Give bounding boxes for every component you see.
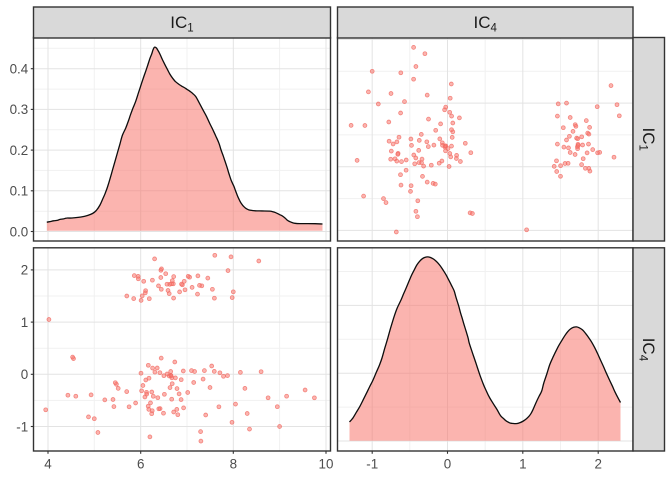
svg-text:-1: -1 — [16, 419, 28, 434]
svg-text:0: 0 — [21, 367, 28, 382]
svg-text:2: 2 — [21, 263, 28, 278]
svg-text:1: 1 — [519, 457, 526, 472]
svg-text:0.0: 0.0 — [10, 224, 29, 239]
svg-text:0: 0 — [444, 457, 451, 472]
svg-text:0.3: 0.3 — [10, 102, 29, 117]
svg-text:0.1: 0.1 — [10, 184, 29, 199]
svg-text:4: 4 — [44, 457, 52, 472]
svg-text:0.4: 0.4 — [10, 62, 29, 77]
svg-text:2: 2 — [594, 457, 601, 472]
svg-text:6: 6 — [137, 457, 144, 472]
svg-text:1: 1 — [21, 315, 28, 330]
svg-text:10: 10 — [319, 457, 334, 472]
svg-text:-1: -1 — [366, 457, 378, 472]
svg-text:8: 8 — [230, 457, 237, 472]
svg-text:0.2: 0.2 — [10, 143, 29, 158]
